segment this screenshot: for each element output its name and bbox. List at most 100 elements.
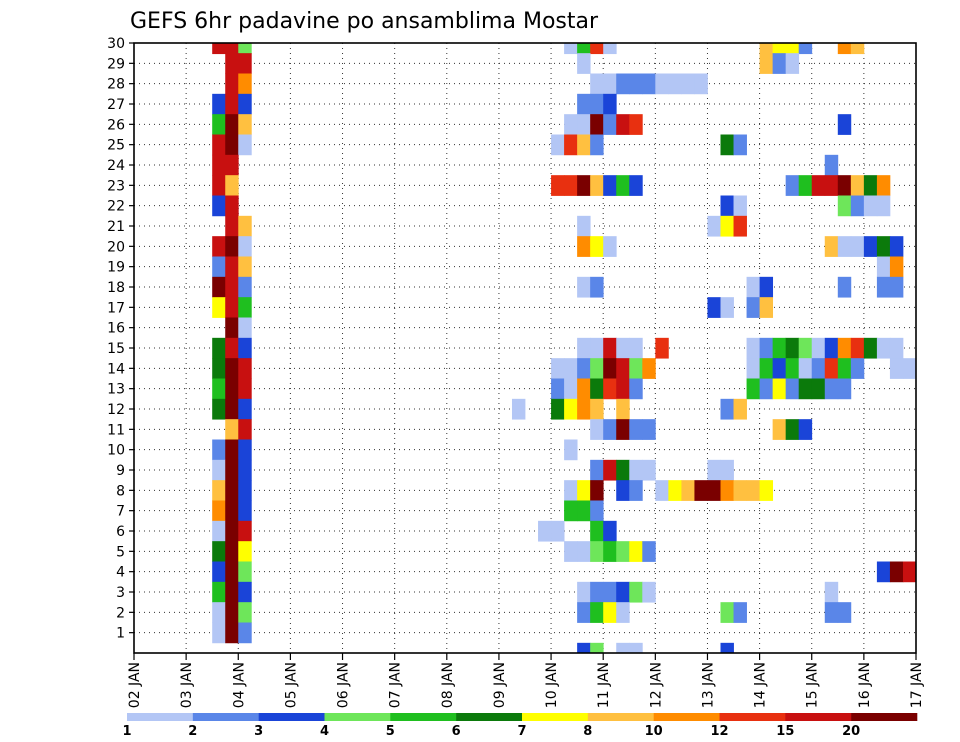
heatmap-cell — [238, 93, 252, 115]
heatmap-cell — [850, 337, 865, 359]
colorbar-swatch — [522, 713, 589, 721]
heatmap-cell — [798, 43, 813, 55]
y-tick-label: 4 — [116, 565, 125, 581]
y-tick-label: 15 — [107, 341, 125, 357]
heatmap-cell — [785, 43, 800, 55]
heatmap-cell — [590, 358, 604, 379]
heatmap-cell — [629, 358, 643, 379]
heatmap-cell — [577, 43, 591, 55]
y-tick-label: 24 — [107, 158, 125, 174]
heatmap-cell — [889, 561, 904, 583]
heatmap-cell — [225, 520, 239, 542]
heatmap-cell — [577, 215, 591, 237]
heatmap-cell — [642, 358, 656, 379]
heatmap-cell — [720, 134, 734, 156]
heatmap-cell — [238, 114, 252, 135]
heatmap-cell — [655, 73, 669, 95]
x-tick-label: 10 JAN — [544, 662, 560, 708]
heatmap-cell — [212, 154, 226, 176]
heatmap-cell — [590, 419, 604, 440]
heatmap-cell — [720, 480, 734, 501]
y-tick-label: 9 — [116, 463, 125, 479]
heatmap-cell — [720, 642, 734, 654]
colorbar-label: 10 — [645, 724, 663, 739]
heatmap-cell — [889, 337, 904, 359]
heatmap-cell — [212, 175, 226, 196]
heatmap-cell — [759, 276, 774, 298]
heatmap-cell — [694, 73, 708, 95]
heatmap-cell — [212, 195, 226, 217]
heatmap-cell — [590, 114, 604, 135]
heatmap-cell — [212, 93, 226, 115]
heatmap-cell — [225, 175, 239, 196]
heatmap-cell — [577, 541, 591, 562]
x-tick-label: 02 JAN — [127, 662, 143, 708]
heatmap-cell — [603, 114, 617, 135]
heatmap-cell — [225, 561, 239, 583]
x-tick-label: 17 JAN — [909, 662, 925, 708]
heatmap-cell — [642, 581, 656, 603]
heatmap-cell — [238, 297, 252, 318]
heatmap-cell — [837, 337, 852, 359]
heatmap-cell — [225, 53, 239, 74]
heatmap-cell — [772, 378, 787, 400]
heatmap-cell — [720, 195, 734, 217]
heatmap-cell — [590, 73, 604, 95]
colorbar-label: 5 — [386, 724, 395, 739]
heatmap-cell — [538, 520, 552, 542]
heatmap-cell — [590, 93, 604, 115]
x-tick-label: 11 JAN — [596, 662, 612, 708]
heatmap-cell — [798, 337, 813, 359]
heatmap-cell — [707, 459, 721, 481]
heatmap-cell — [616, 581, 630, 603]
y-tick-label: 30 — [107, 36, 125, 52]
colorbar-label: 15 — [776, 724, 794, 739]
heatmap-cell — [603, 459, 617, 481]
colorbar-label: 4 — [320, 724, 329, 739]
heatmap-cell — [603, 602, 617, 623]
colorbar-label: 1 — [122, 724, 131, 739]
heatmap-cell — [225, 276, 239, 298]
heatmap-cell — [850, 358, 865, 379]
heatmap-cell — [238, 337, 252, 359]
heatmap-cell — [772, 43, 787, 55]
heatmap-cell — [212, 378, 226, 400]
heatmap-cell — [212, 276, 226, 298]
heatmap-cell — [785, 358, 800, 379]
heatmap-cell — [212, 480, 226, 501]
heatmap-cell — [655, 337, 669, 359]
heatmap-cell — [772, 419, 787, 440]
colorbar-swatch — [192, 713, 259, 721]
heatmap-cell — [212, 256, 226, 278]
heatmap-cell — [577, 114, 591, 135]
heatmap-cell — [238, 215, 252, 237]
heatmap-cell — [603, 175, 617, 196]
heatmap-cell — [746, 358, 760, 379]
x-tick-label: 08 JAN — [440, 662, 456, 708]
heatmap-cell — [603, 236, 617, 257]
y-tick-label: 5 — [116, 544, 125, 560]
heatmap-cell — [577, 276, 591, 298]
heatmap-cell — [225, 439, 239, 461]
heatmap-cell — [850, 236, 865, 257]
heatmap-cell — [603, 581, 617, 603]
x-tick-label: 07 JAN — [388, 662, 404, 708]
chart-title: GEFS 6hr padavine po ansamblima Mostar — [130, 9, 599, 34]
heatmap-cell — [746, 337, 760, 359]
heatmap-cell — [212, 602, 226, 623]
heatmap-cell — [564, 541, 578, 562]
heatmap-cell — [798, 378, 813, 400]
heatmap-cell — [564, 175, 578, 196]
heatmap-cell — [212, 581, 226, 603]
heatmap-cell — [642, 419, 656, 440]
heatmap-cell — [603, 378, 617, 400]
heatmap-cell — [590, 43, 604, 55]
heatmap-cell — [238, 419, 252, 440]
cells-layer — [212, 43, 917, 654]
heatmap-cell — [590, 175, 604, 196]
heatmap-cell — [642, 73, 656, 95]
colorbar: 1 2 3 4 5 6 7 8 10 12 15 20 — [122, 713, 918, 739]
y-tick-label: 6 — [116, 524, 125, 540]
y-axis: 1234567891011121314151617181920212223242… — [107, 36, 134, 642]
colorbar-swatch — [653, 713, 720, 721]
